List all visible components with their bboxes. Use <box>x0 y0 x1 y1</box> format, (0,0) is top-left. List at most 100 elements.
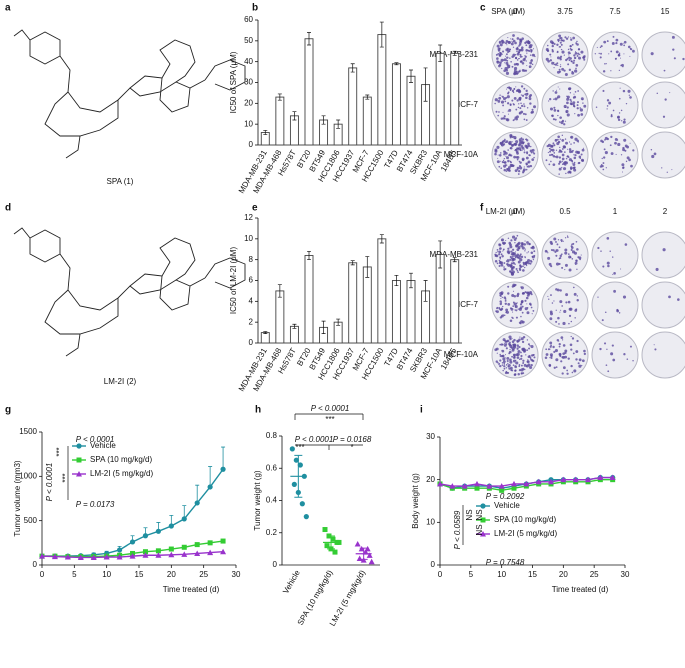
colony <box>531 53 535 57</box>
colony <box>558 173 560 175</box>
colony <box>550 357 553 360</box>
colony <box>505 367 508 369</box>
colony <box>518 145 520 147</box>
colony <box>531 108 534 111</box>
colony <box>618 112 621 114</box>
colony <box>576 299 579 302</box>
colony <box>560 43 563 46</box>
marker <box>194 550 201 556</box>
colony <box>529 45 533 49</box>
colony <box>499 152 502 154</box>
x-tick-label: 15 <box>135 570 144 579</box>
colony <box>507 237 510 239</box>
colony <box>516 242 520 246</box>
marker <box>129 539 136 545</box>
colony <box>505 164 508 166</box>
colony <box>558 342 561 346</box>
y-tick-label: 2 <box>249 317 254 326</box>
colony <box>567 300 571 304</box>
colony <box>504 55 507 57</box>
colony <box>501 67 503 70</box>
plate <box>641 31 685 79</box>
colony <box>561 339 564 341</box>
bond <box>65 135 81 159</box>
colony <box>559 256 562 260</box>
colony <box>509 319 513 323</box>
colony <box>503 157 506 160</box>
x-tick-label: 30 <box>232 570 241 579</box>
colony <box>573 142 575 144</box>
colony <box>515 237 518 240</box>
colony <box>564 120 567 122</box>
colony <box>507 113 510 115</box>
marker <box>324 543 330 549</box>
marker <box>220 466 226 472</box>
colony <box>533 156 535 159</box>
colony <box>556 243 559 246</box>
marker <box>585 476 591 483</box>
colony <box>499 359 502 362</box>
colony <box>520 364 523 367</box>
colony <box>527 251 530 253</box>
colony <box>512 91 515 94</box>
colony <box>505 364 508 366</box>
panel-label: a <box>5 3 11 14</box>
colony <box>503 365 506 368</box>
colony <box>517 150 519 152</box>
colony <box>583 55 586 58</box>
colony <box>518 345 521 349</box>
colony <box>496 362 498 364</box>
colony <box>513 118 516 120</box>
error-bar <box>409 272 413 289</box>
colony <box>510 366 513 370</box>
colony <box>522 362 525 364</box>
y-tick-label: 6 <box>249 276 254 285</box>
colony <box>560 238 563 242</box>
colony <box>530 363 533 367</box>
colony <box>514 56 518 60</box>
colony <box>553 98 555 100</box>
colony <box>498 306 501 309</box>
y-tick-label: 0.2 <box>266 528 278 537</box>
colony <box>571 371 574 374</box>
y-tick-label: 500 <box>24 516 38 525</box>
colony <box>597 246 600 250</box>
colony <box>557 239 560 241</box>
colony <box>518 97 522 101</box>
bar <box>391 63 401 146</box>
panel-label: g <box>5 405 11 416</box>
colony <box>580 153 583 156</box>
colony <box>547 348 550 351</box>
colony <box>521 142 524 144</box>
panel-label: c <box>480 3 486 14</box>
colony <box>567 236 569 238</box>
colony <box>525 151 529 154</box>
colony <box>512 301 515 304</box>
colony <box>504 151 508 155</box>
colony <box>650 52 654 56</box>
colony <box>546 250 548 253</box>
error-bar <box>409 69 413 83</box>
error-bar <box>365 256 370 278</box>
error-bar <box>336 119 341 129</box>
colony <box>553 106 556 109</box>
colony <box>527 144 531 148</box>
x-tick-label: 10 <box>102 570 111 579</box>
error-bar <box>263 331 268 334</box>
colony <box>506 44 508 46</box>
error-bar <box>321 115 326 125</box>
colony <box>512 364 515 367</box>
colony <box>575 67 577 70</box>
colony <box>583 58 586 61</box>
colony <box>525 162 528 165</box>
colony <box>509 164 511 166</box>
colony <box>573 161 576 164</box>
colony <box>604 63 606 65</box>
colony <box>572 96 575 99</box>
colony <box>519 336 521 338</box>
colony <box>623 42 625 44</box>
colony <box>511 40 513 42</box>
colony <box>500 343 503 346</box>
annotation: P < 0.0589 <box>453 510 462 549</box>
x-axis-label: Time treated (d) <box>552 585 609 594</box>
